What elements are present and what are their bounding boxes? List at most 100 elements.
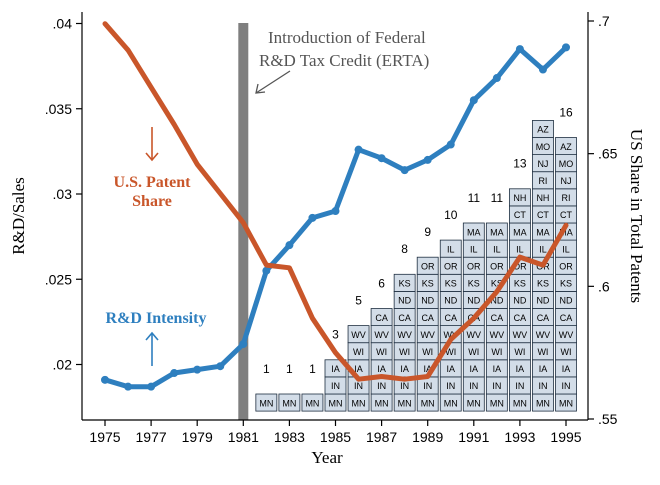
state-cell-label: AZ <box>537 125 549 135</box>
state-cell-label: KS <box>445 279 457 289</box>
series-labels: U.S. Patent Share R&D Intensity <box>106 127 207 366</box>
y-left-tick-label: .025 <box>45 271 72 287</box>
state-cell-label: IN <box>469 381 478 391</box>
state-count-label: 10 <box>444 208 458 222</box>
patent-share-arrow-head <box>145 152 159 162</box>
erta-arrow-icon <box>255 70 291 94</box>
rd-intensity-point <box>492 74 501 83</box>
state-cell-label: MN <box>444 398 458 408</box>
state-cell-label: MA <box>490 227 504 237</box>
state-cell-label: WV <box>490 330 505 340</box>
state-cell <box>508 188 531 207</box>
state-cell-label: ND <box>398 296 411 306</box>
state-cell-label: CA <box>398 313 411 323</box>
rd-intensity-point <box>308 213 317 222</box>
rd-intensity-label: R&D Intensity <box>106 310 207 327</box>
rd-intensity-point <box>538 65 547 74</box>
state-cell-label: IN <box>446 381 455 391</box>
y-axis-left-label: R&D/Sales <box>9 177 28 254</box>
state-cell-label: OR <box>467 262 481 272</box>
erta-arrowhead-icon <box>255 83 266 94</box>
state-cell-label: WV <box>444 330 459 340</box>
x-tick-label: 1985 <box>320 429 351 445</box>
state-cell-label: MN <box>352 398 366 408</box>
state-cell-label: MA <box>559 227 573 237</box>
state-cell-label: IL <box>447 244 455 254</box>
state-cell-label: IA <box>400 364 409 374</box>
series-lines <box>101 21 570 391</box>
state-cell-label: IA <box>493 364 502 374</box>
state-cell-label: IA <box>354 364 363 374</box>
state-cell-label: KS <box>399 279 411 289</box>
state-cell-label: IL <box>562 244 570 254</box>
x-tick-label: 1977 <box>136 429 167 445</box>
state-cell-label: MO <box>536 142 551 152</box>
state-count-label: 6 <box>378 276 385 290</box>
rd-intensity-point <box>193 365 202 374</box>
state-cell-label: MN <box>329 398 343 408</box>
state-cell-label: WV <box>397 330 412 340</box>
state-cell-label: MN <box>398 398 412 408</box>
state-cell-label: IL <box>493 244 501 254</box>
state-cell-label: WV <box>420 330 435 340</box>
state-cell-label: MN <box>467 398 481 408</box>
state-cell-label: MA <box>536 227 550 237</box>
rd-intensity-point <box>239 340 248 349</box>
state-cell-label: IL <box>470 244 478 254</box>
state-cell <box>370 308 393 327</box>
state-cell-label: WV <box>513 330 528 340</box>
rd-intensity-point <box>400 166 409 175</box>
x-tick-label: 1991 <box>458 429 489 445</box>
state-cell-label: ND <box>467 296 480 306</box>
patent-share-label-line2: Share <box>132 193 172 210</box>
x-tick-label: 1989 <box>412 429 443 445</box>
state-cell-label: MN <box>282 398 296 408</box>
state-cell-label: IA <box>423 364 432 374</box>
state-count-label: 5 <box>355 294 362 308</box>
state-cell-label: IN <box>515 381 524 391</box>
state-cell-label: WI <box>537 347 548 357</box>
state-cell-label: IN <box>423 381 432 391</box>
state-cell-label: MN <box>421 398 435 408</box>
state-count-label: 8 <box>401 242 408 256</box>
state-cell-label: IN <box>377 381 386 391</box>
state-cell-label: OR <box>421 262 435 272</box>
y-right-tick-label: .6 <box>598 278 610 294</box>
state-cell-label: KS <box>560 279 572 289</box>
state-cell-label: WV <box>559 330 574 340</box>
state-cell-label: MN <box>375 398 389 408</box>
state-cell-label: MN <box>259 398 273 408</box>
y-left-tick-label: .02 <box>53 357 73 373</box>
state-cell-label: OR <box>444 262 458 272</box>
x-tick-label: 1975 <box>89 429 120 445</box>
state-cell-label: WV <box>536 330 551 340</box>
patent-share-line <box>102 21 569 382</box>
state-cell-label: IN <box>400 381 409 391</box>
state-cell-label: IA <box>516 364 525 374</box>
state-cell-label: WV <box>467 330 482 340</box>
state-cell <box>532 120 554 138</box>
state-cell-label: IA <box>377 364 386 374</box>
state-cell-label: CT <box>537 210 549 220</box>
rd-intensity-point <box>515 45 524 54</box>
state-cell-label: MN <box>513 398 527 408</box>
state-cell-label: KS <box>514 279 526 289</box>
state-cell-label: IA <box>539 364 548 374</box>
state-cell-label: NH <box>536 193 549 203</box>
y-right-tick-label: .7 <box>598 13 610 29</box>
state-cell-label: MN <box>536 398 550 408</box>
state-cell-label: IA <box>470 364 479 374</box>
state-cell-label: NH <box>513 193 526 203</box>
state-cell-label: WV <box>351 330 366 340</box>
state-cell-label: KS <box>468 279 480 289</box>
state-cell <box>439 239 462 258</box>
state-cell-label: IL <box>516 244 524 254</box>
x-tick-label: 1993 <box>504 429 535 445</box>
x-tick-label: 1995 <box>550 429 581 445</box>
rd-intensity-point <box>331 207 340 216</box>
patent-share-label-line1: U.S. Patent <box>114 174 192 191</box>
state-cell-label: WI <box>514 347 525 357</box>
rd-intensity-point <box>124 382 133 391</box>
state-cell-label: CT <box>514 210 526 220</box>
rd-intensity-arrow-head <box>145 331 159 341</box>
